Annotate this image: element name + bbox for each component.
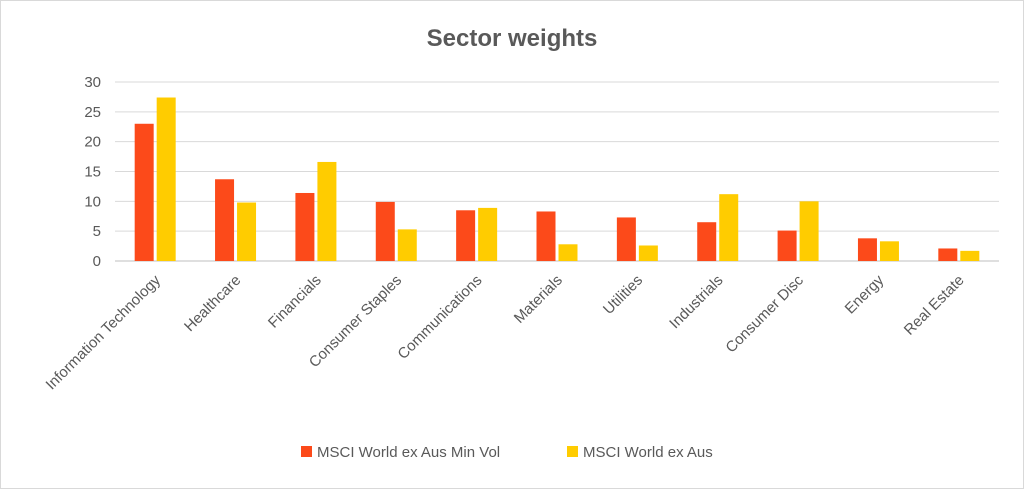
legend-swatch xyxy=(301,446,312,457)
bars: Information Technology — MSCI World ex A… xyxy=(134,97,980,262)
x-axis-categories: Information Technology Healthcare Financia… xyxy=(43,271,968,393)
x-category-label: Real Estate xyxy=(901,272,968,339)
gridlines xyxy=(115,81,999,262)
y-tick-label: 5 xyxy=(93,223,101,240)
bar-min-vol: Materials — MSCI World ex Aus Min Vol: 8… xyxy=(536,211,556,261)
bar-min-vol: Consumer Staples — MSCI World ex Aus Min… xyxy=(375,201,395,261)
bar-min-vol: Information Technology — MSCI World ex A… xyxy=(134,123,154,262)
bar-min-vol: Energy — MSCI World ex Aus Min Vol: 3.8 xyxy=(857,238,877,261)
x-category-label: Consumer Disc xyxy=(722,271,807,356)
legend-label: MSCI World ex Aus xyxy=(583,444,713,461)
bar-world: Real Estate — MSCI World ex Aus: 1.7 xyxy=(960,250,980,261)
x-category-label: Industrials xyxy=(666,272,726,332)
chart-title: Sector weights xyxy=(427,25,598,52)
y-tick-label: 0 xyxy=(93,253,101,270)
x-category-label: Utilities xyxy=(600,272,646,318)
y-axis-ticks: 0 5 10 15 20 25 30 xyxy=(84,74,101,270)
bar-world: Consumer Staples — MSCI World ex Aus: 5.… xyxy=(397,229,417,261)
bar-min-vol: Communications — MSCI World ex Aus Min V… xyxy=(456,210,476,261)
bar-world: Consumer Disc — MSCI World ex Aus: 10 xyxy=(799,201,819,261)
x-category-label: Information Technology xyxy=(43,271,165,393)
bar-world: Materials — MSCI World ex Aus: 2.8 xyxy=(558,244,578,261)
x-category-label: Healthcare xyxy=(181,272,244,335)
y-tick-label: 15 xyxy=(84,164,101,181)
y-tick-label: 10 xyxy=(84,193,101,210)
y-tick-label: 25 xyxy=(84,104,101,121)
bar-min-vol: Real Estate — MSCI World ex Aus Min Vol:… xyxy=(938,248,958,261)
bar-min-vol: Healthcare — MSCI World ex Aus Min Vol: … xyxy=(215,179,235,261)
bar-world: Utilities — MSCI World ex Aus: 2.6 xyxy=(638,245,658,261)
bar-min-vol: Financials — MSCI World ex Aus Min Vol: … xyxy=(295,192,315,261)
y-tick-label: 30 xyxy=(84,74,101,91)
bar-min-vol: Industrials — MSCI World ex Aus Min Vol:… xyxy=(697,222,717,261)
bar-world: Information Technology — MSCI World ex A… xyxy=(156,97,176,261)
bar-world: Industrials — MSCI World ex Aus: 11.2 xyxy=(719,194,739,261)
bar-world: Energy — MSCI World ex Aus: 3.3 xyxy=(879,241,899,261)
bar-world: Communications — MSCI World ex Aus: 8.9 xyxy=(478,207,498,261)
bar-min-vol: Utilities — MSCI World ex Aus Min Vol: 7… xyxy=(616,217,636,261)
bar-world: Financials — MSCI World ex Aus: 16.6 xyxy=(317,161,337,261)
legend-label: MSCI World ex Aus Min Vol xyxy=(317,444,500,461)
x-category-label: Energy xyxy=(842,271,888,317)
bar-min-vol: Consumer Disc — MSCI World ex Aus Min Vo… xyxy=(777,230,797,261)
legend-swatch xyxy=(567,446,578,457)
x-category-label: Financials xyxy=(265,272,325,332)
x-category-label: Communications xyxy=(394,272,485,363)
legend: MSCI World ex Aus Min Vol MSCI World ex A… xyxy=(301,444,713,461)
bar-world: Healthcare — MSCI World ex Aus: 9.8 xyxy=(237,202,257,261)
y-tick-label: 20 xyxy=(84,134,101,151)
x-category-label: Materials xyxy=(511,272,566,327)
